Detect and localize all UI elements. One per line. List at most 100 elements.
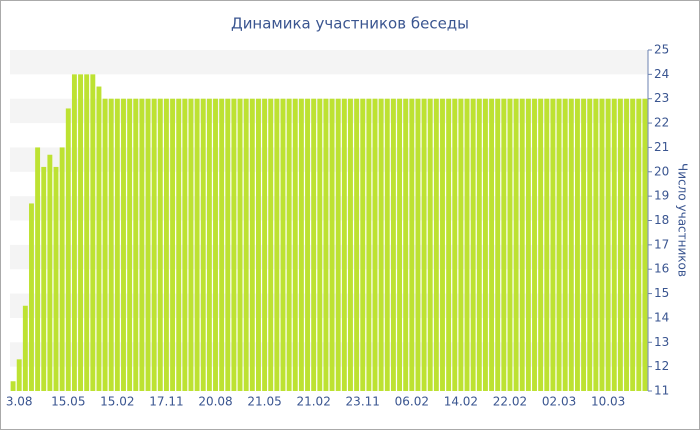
y-tick-label: 15 — [654, 286, 669, 300]
bar — [188, 98, 194, 391]
bar — [84, 74, 90, 391]
bar — [194, 98, 200, 391]
x-tick-label: 10.03 — [591, 395, 625, 409]
y-tick-label: 23 — [654, 91, 669, 105]
bar — [16, 359, 22, 391]
x-tick-label: 17.11 — [149, 395, 183, 409]
bar — [231, 98, 237, 391]
bar — [29, 203, 34, 391]
bar — [587, 98, 593, 391]
y-tick-label: 24 — [654, 67, 669, 81]
bar — [568, 98, 574, 391]
x-tick-label: 23.11 — [346, 395, 380, 409]
bar — [519, 98, 525, 391]
chart-title: Динамика участников беседы — [231, 15, 469, 33]
bar — [335, 98, 341, 391]
bar — [470, 98, 476, 391]
x-tick-label: 22.02 — [493, 395, 527, 409]
bar — [605, 98, 611, 391]
bar — [593, 98, 599, 391]
bar — [630, 98, 636, 391]
bar — [446, 98, 452, 391]
bar — [102, 98, 108, 391]
bar — [71, 74, 77, 391]
bar — [372, 98, 378, 391]
bar — [390, 98, 396, 391]
bar — [139, 98, 145, 391]
bar — [409, 98, 415, 391]
bar — [170, 98, 176, 391]
y-tick-label: 18 — [654, 213, 669, 227]
bar — [433, 98, 439, 391]
bar — [507, 98, 513, 391]
bar — [458, 98, 464, 391]
y-tick-label: 21 — [654, 140, 669, 154]
bar — [538, 98, 544, 391]
bar — [544, 98, 550, 391]
bar — [157, 98, 163, 391]
bar — [237, 98, 243, 391]
bar — [59, 147, 65, 391]
bar — [65, 108, 71, 391]
bar — [360, 98, 366, 391]
bar — [415, 98, 421, 391]
x-tick-label: 02.03 — [542, 395, 576, 409]
bar — [90, 74, 96, 391]
bar — [280, 98, 286, 391]
x-tick-label: 20.08 — [198, 395, 232, 409]
bar — [286, 98, 292, 391]
bar — [556, 98, 562, 391]
bar — [262, 98, 268, 391]
bar — [440, 98, 445, 391]
bar — [550, 98, 556, 391]
y-tick-label: 14 — [654, 310, 669, 324]
bar — [348, 98, 353, 391]
bar — [163, 98, 169, 391]
bar — [617, 98, 623, 391]
bar — [213, 98, 218, 391]
bar — [298, 98, 304, 391]
bar — [274, 98, 280, 391]
bar — [513, 98, 519, 391]
y-tick-label: 19 — [654, 189, 669, 203]
bar — [525, 98, 531, 391]
x-tick-label: 3.08 — [6, 395, 33, 409]
x-tick-label: 06.02 — [395, 395, 429, 409]
bar — [574, 98, 580, 391]
x-tick-label: 21.02 — [296, 395, 330, 409]
bar — [482, 98, 488, 391]
bar — [225, 98, 231, 391]
x-tick-label: 15.02 — [100, 395, 134, 409]
bar — [35, 147, 41, 391]
bar — [329, 98, 335, 391]
bar — [145, 98, 151, 391]
y-tick-label: 22 — [654, 116, 669, 130]
bar — [133, 98, 139, 391]
bar — [255, 98, 261, 391]
bar — [354, 98, 360, 391]
bar — [464, 98, 470, 391]
bar — [366, 98, 372, 391]
bar — [292, 98, 298, 391]
bar — [495, 98, 501, 391]
bar — [10, 381, 16, 391]
bar — [121, 98, 126, 391]
bar — [611, 98, 617, 391]
bar — [127, 98, 133, 391]
bar — [182, 98, 188, 391]
bar — [341, 98, 347, 391]
bar — [151, 98, 157, 391]
bar — [624, 98, 629, 391]
bar — [78, 74, 84, 391]
x-tick-label: 21.05 — [247, 395, 281, 409]
bar — [384, 98, 390, 391]
bar — [642, 98, 648, 391]
y-tick-label: 20 — [654, 164, 669, 178]
x-tick-label: 15.05 — [51, 395, 85, 409]
bar — [243, 98, 249, 391]
bar — [403, 98, 409, 391]
bar — [581, 98, 587, 391]
bar — [489, 98, 495, 391]
